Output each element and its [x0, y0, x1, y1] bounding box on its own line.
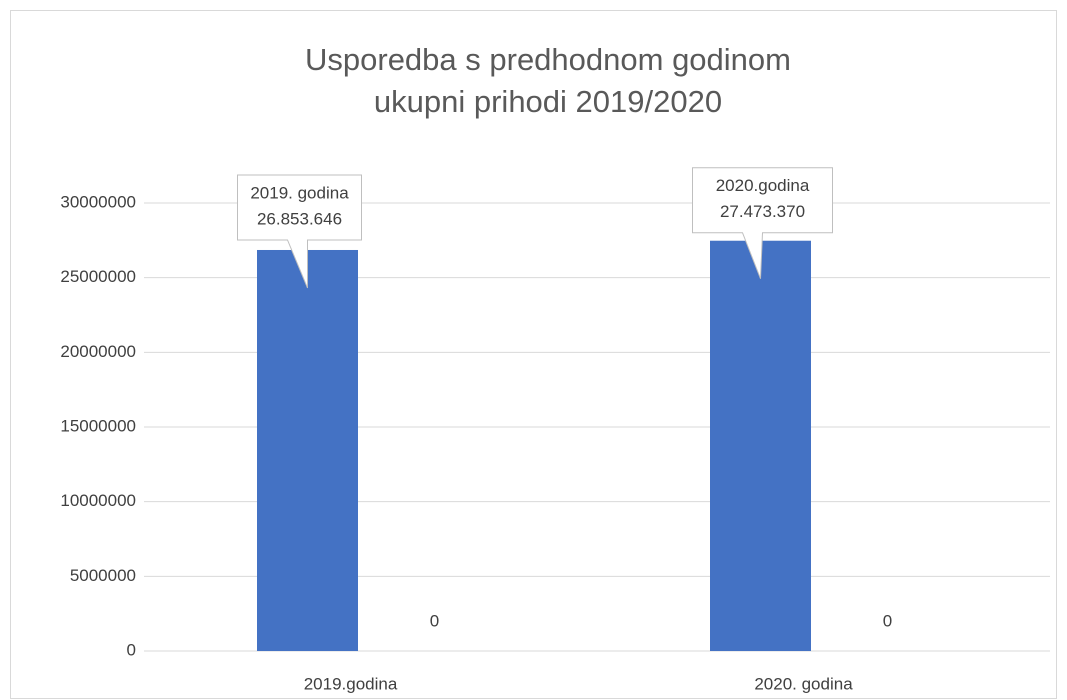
y-tick-label: 20000000 — [60, 342, 136, 361]
callout-name: 2019. godina — [250, 183, 349, 202]
y-tick-label: 30000000 — [60, 192, 136, 211]
bar — [710, 240, 811, 651]
x-tick-label: 2019.godina — [304, 674, 398, 693]
chart-title: Usporedba s predhodnom godinom — [305, 42, 791, 77]
y-tick-label: 25000000 — [60, 267, 136, 286]
chart-frame — [10, 10, 1057, 699]
callout — [692, 167, 833, 279]
callout-name: 2020.godina — [716, 176, 810, 195]
bar — [257, 249, 358, 652]
x-tick-label: 2020. godina — [754, 674, 853, 693]
data-label: 0 — [430, 611, 439, 630]
chart-subtitle: ukupni prihodi 2019/2020 — [374, 84, 722, 119]
y-tick-label: 10000000 — [60, 491, 136, 510]
data-label: 26.853.646 — [257, 209, 342, 228]
y-tick-label: 15000000 — [60, 416, 136, 435]
y-tick-label: 5000000 — [70, 566, 136, 585]
data-label: 27.473.370 — [720, 202, 805, 221]
y-tick-label: 0 — [127, 640, 136, 659]
callout — [237, 174, 362, 289]
data-label: 0 — [883, 611, 892, 630]
